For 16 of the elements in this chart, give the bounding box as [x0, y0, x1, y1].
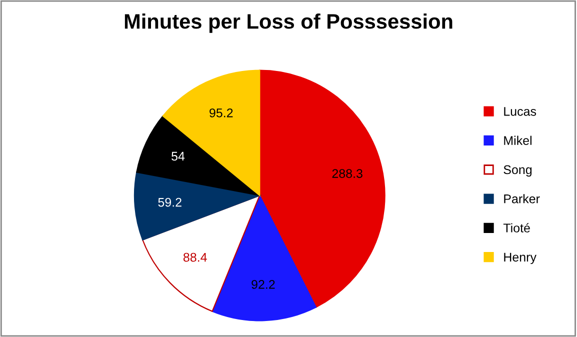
legend-label: Henry: [504, 252, 536, 264]
data-label: 88.4: [183, 252, 207, 262]
pie-slice: [162, 70, 260, 196]
legend-label: Parker: [504, 194, 540, 204]
data-label: 288.3: [332, 169, 362, 178]
legend-label: Song: [504, 165, 532, 177]
data-label: 92.2: [252, 280, 275, 289]
legend-label: Tioté: [503, 223, 530, 232]
pie-slice: [134, 172, 260, 240]
chart-title: Minutes per Loss of Posssession: [124, 13, 452, 33]
pie-slice: [212, 194, 317, 322]
data-label: 59.2: [158, 198, 182, 207]
data-label: 54: [172, 152, 185, 161]
legend-label: Lucas: [504, 107, 536, 116]
legend-label: Mikel: [504, 136, 532, 145]
data-label: 95.2: [210, 108, 233, 118]
